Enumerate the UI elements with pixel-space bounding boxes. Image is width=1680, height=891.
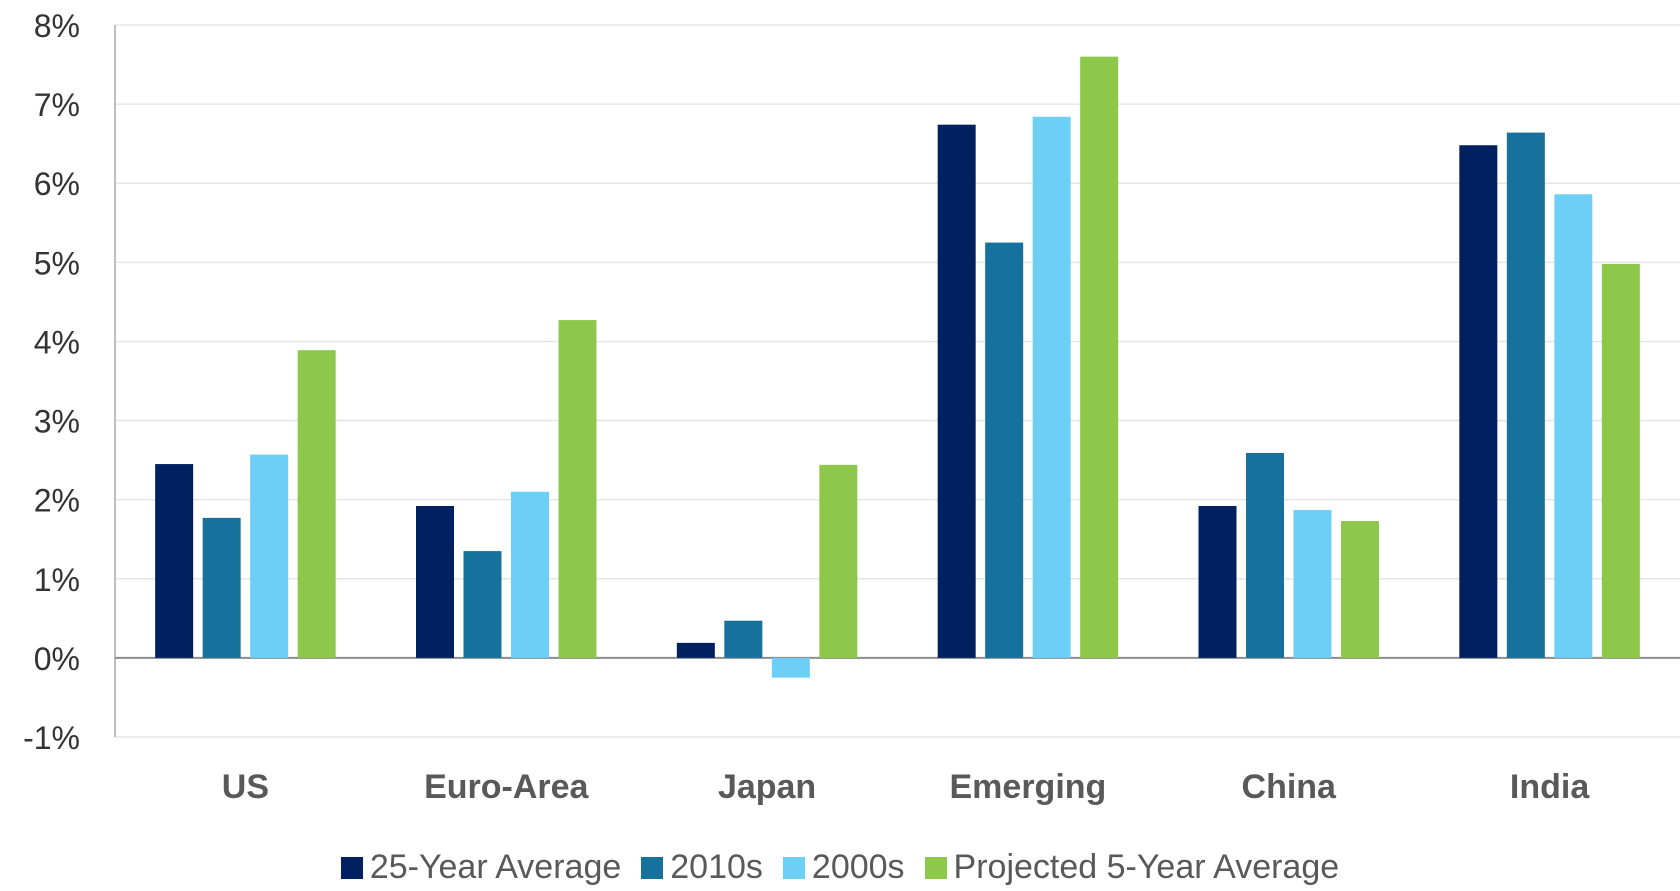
y-tick-label: 6% <box>34 166 80 202</box>
legend: 25-Year Average 2010s 2000s Projected 5-Yea… <box>0 848 1680 887</box>
bar-emerging-series-3 <box>1080 56 1119 658</box>
y-tick-label: -1% <box>23 720 80 756</box>
bar-japan-series-0 <box>676 642 715 658</box>
bar-china-series-0 <box>1198 505 1237 658</box>
y-tick-label: 3% <box>34 404 80 440</box>
bar-japan-series-2 <box>771 657 810 678</box>
bar-euro-area-series-2 <box>511 491 549 658</box>
category-labels: US Euro-Area Japan Emerging China India <box>222 768 1591 806</box>
bar-japan-series-1 <box>724 620 763 658</box>
legend-label: Projected 5-Year Average <box>953 848 1340 886</box>
y-tick-label: 4% <box>34 324 80 360</box>
bar-india-series-3 <box>1601 263 1640 658</box>
bar-euro-area-series-1 <box>463 551 502 658</box>
category-label: Euro-Area <box>424 768 589 806</box>
bar-us-series-3 <box>297 350 336 658</box>
bar-china-series-3 <box>1341 521 1379 658</box>
bars <box>155 56 1640 678</box>
y-tick-label: 8% <box>34 8 80 44</box>
legend-label: 2000s <box>811 848 905 886</box>
bar-us-series-2 <box>250 454 289 658</box>
bar-india-series-1 <box>1506 132 1545 658</box>
bar-india-series-0 <box>1459 145 1498 658</box>
bar-india-series-2 <box>1554 194 1593 658</box>
legend-item: 2000s <box>782 848 905 887</box>
bar-emerging-series-0 <box>937 124 976 658</box>
legend-swatch <box>782 856 805 879</box>
legend-swatch <box>340 856 363 879</box>
legend-label: 25-Year Average <box>369 848 622 886</box>
category-label: India <box>1510 768 1590 806</box>
category-label: Japan <box>718 768 816 806</box>
y-tick-label: 2% <box>34 483 80 519</box>
bar-euro-area-series-0 <box>416 505 454 658</box>
legend-item: 2010s <box>641 848 763 887</box>
legend-swatch <box>641 856 664 879</box>
y-tick-label: 7% <box>34 87 80 123</box>
legend-label: 2010s <box>670 848 763 886</box>
y-tick-labels: 8% 7% 6% 5% 4% 3% 2% 1% 0% -1% <box>23 8 80 756</box>
bar-china-series-2 <box>1293 509 1332 658</box>
bar-japan-series-3 <box>819 464 858 658</box>
axes <box>114 25 1680 737</box>
legend-item: 25-Year Average <box>340 848 622 887</box>
bar-us-series-1 <box>202 517 241 658</box>
bar-emerging-series-1 <box>985 242 1024 658</box>
category-label: US <box>222 768 269 806</box>
category-label: Emerging <box>950 768 1107 806</box>
gridlines <box>115 24 1680 738</box>
legend-item: Projected 5-Year Average <box>924 848 1340 887</box>
bar-emerging-series-2 <box>1032 116 1071 658</box>
category-label: China <box>1242 768 1338 806</box>
y-tick-label: 0% <box>34 641 80 677</box>
legend-swatch <box>924 856 947 879</box>
bar-us-series-0 <box>155 464 194 658</box>
bar-euro-area-series-3 <box>558 320 597 658</box>
y-tick-label: 1% <box>34 562 80 598</box>
bar-china-series-1 <box>1246 452 1284 658</box>
y-tick-label: 5% <box>34 245 80 281</box>
